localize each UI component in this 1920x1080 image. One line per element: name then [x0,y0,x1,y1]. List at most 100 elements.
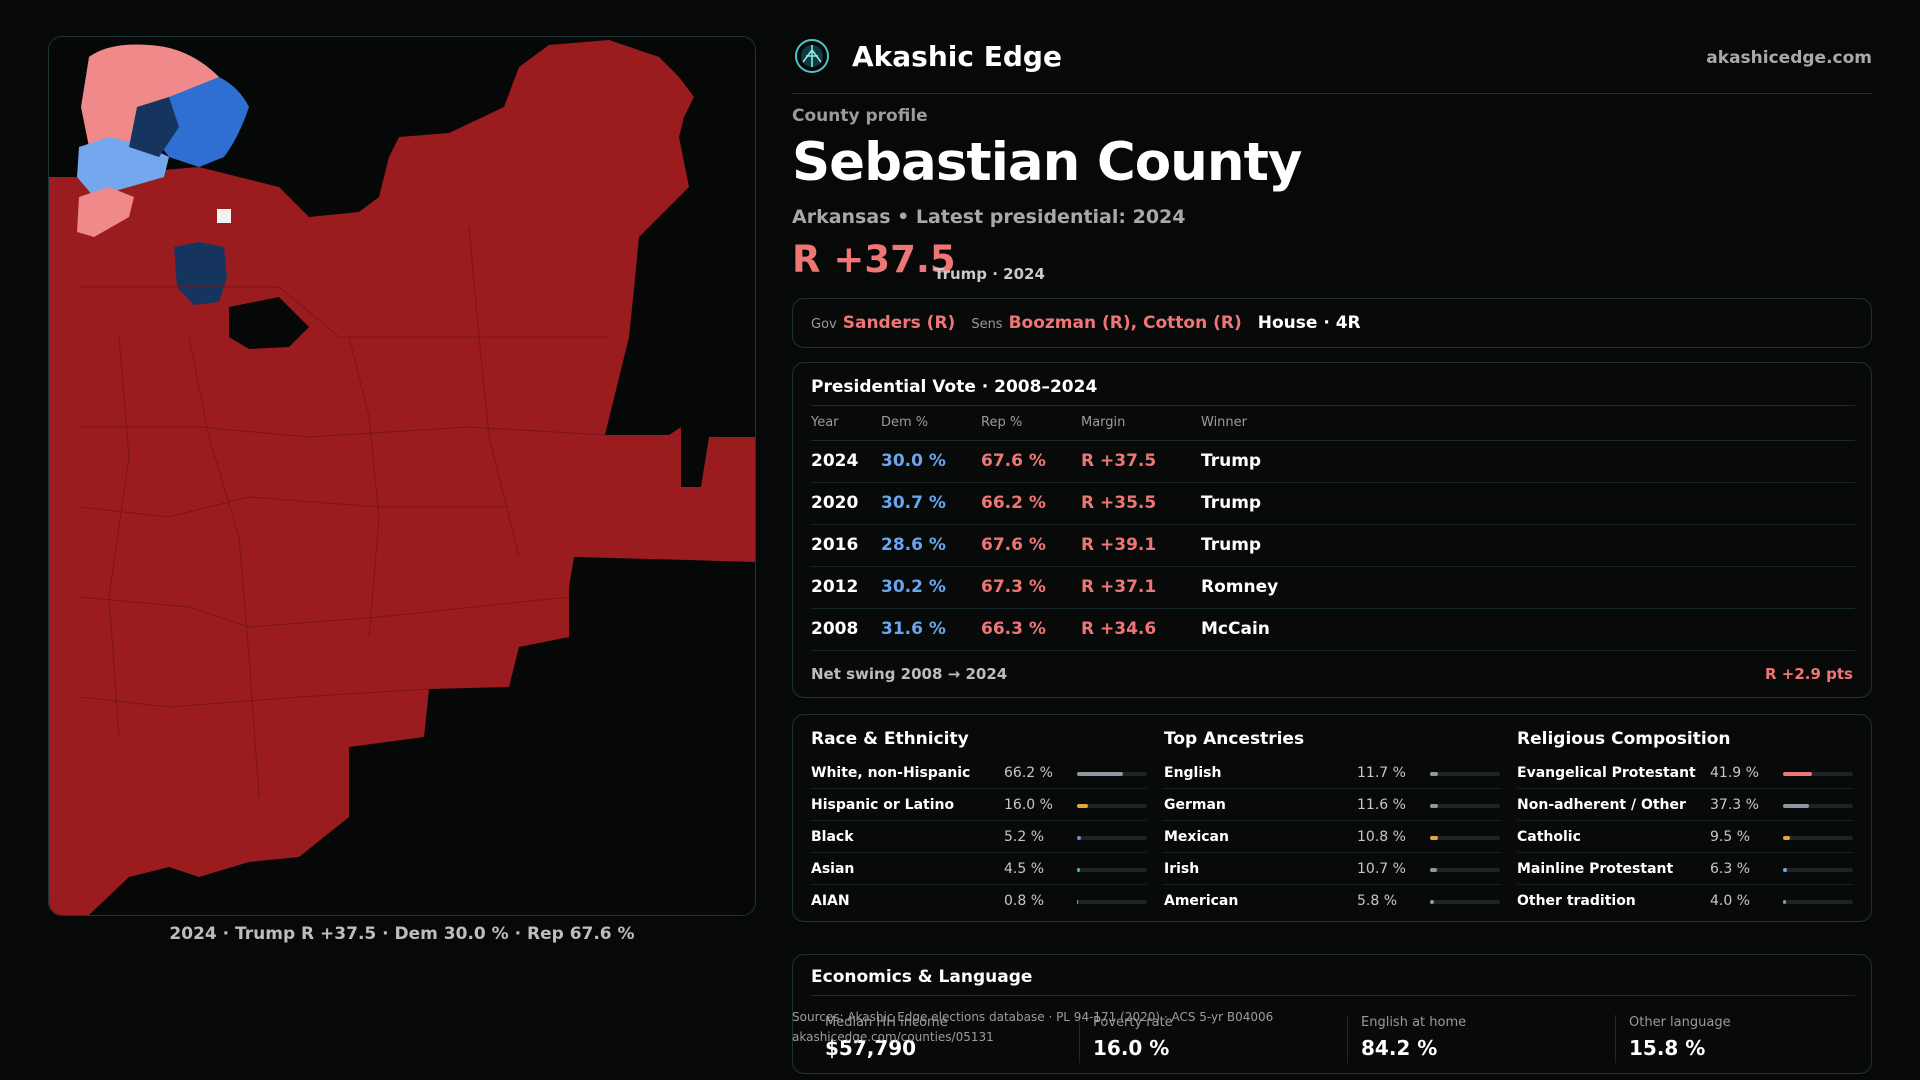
profile-panel: Akashic Edge akashicedge.com County prof… [792,0,1872,1080]
row-margin: R +35.5 [1081,493,1157,513]
stat-label: Poverty rate [1093,1015,1173,1030]
race-ethnicity-section: Race & Ethnicity White, non-Hispanic 66.2… [811,729,1147,917]
item-value: 6.3 % [1710,861,1751,877]
list-item: Catholic 9.5 % [1517,821,1853,853]
item-value: 4.5 % [1004,861,1045,877]
table-row: 2016 28.6 % 67.6 % R +39.1 Trump [811,525,1855,567]
item-name: White, non-Hispanic [811,765,971,781]
stat-label: English at home [1361,1015,1467,1030]
list-item: Evangelical Protestant 41.9 % [1517,757,1853,789]
map-region-tie[interactable] [217,209,231,223]
item-name: Irish [1164,861,1200,877]
share-bar-fill [1430,836,1438,840]
col-header-rep: Rep % [981,415,1023,430]
stat-divider [1079,1015,1080,1063]
precinct-map[interactable] [48,36,756,916]
item-value: 37.3 % [1710,797,1759,813]
item-name: English [1164,765,1222,781]
map-region-dem-strong[interactable] [129,97,179,157]
presidential-vote-title: Presidential Vote · 2008–2024 [811,377,1098,397]
table-row: 2020 30.7 % 66.2 % R +35.5 Trump [811,483,1855,525]
share-bar-fill [1783,836,1790,840]
item-name: Asian [811,861,855,877]
brand-url-link[interactable]: akashicedge.com [1706,48,1872,68]
share-bar [1783,836,1853,840]
list-item: Other tradition 4.0 % [1517,885,1853,917]
list-item: American 5.8 % [1164,885,1500,917]
share-bar [1783,772,1853,776]
map-region-rep-lean-mid[interactable] [77,187,134,237]
row-dem: 30.0 % [881,451,946,471]
net-swing-value: R +2.9 pts [1765,665,1853,683]
row-margin: R +39.1 [1081,535,1157,555]
section-title: Top Ancestries [1164,729,1305,749]
row-dem: 30.2 % [881,577,946,597]
headline-margin-note: Trump · 2024 [934,265,1045,283]
list-item: Non-adherent / Other 37.3 % [1517,789,1853,821]
map-region-dem-mid[interactable] [154,77,249,167]
demographics-card: Race & Ethnicity White, non-Hispanic 66.2… [792,714,1872,922]
section-title: Race & Ethnicity [811,729,969,749]
precinct-map-svg[interactable] [49,37,756,916]
economics-title: Economics & Language [811,967,1033,987]
stat-label: Median HH income [825,1015,948,1030]
row-dem: 31.6 % [881,619,946,639]
item-value: 5.8 % [1357,893,1398,909]
share-bar-fill [1077,772,1124,776]
sources-line: Sources: Akashic Edge elections database… [792,1010,1274,1024]
stat-label: Other language [1629,1015,1731,1030]
map-region-rep-main[interactable] [49,40,755,915]
table-row: 2008 31.6 % 66.3 % R +34.6 McCain [811,609,1855,651]
map-region-rep-lean[interactable] [81,44,219,148]
share-bar [1430,868,1500,872]
stat-divider [1347,1015,1348,1063]
row-year: 2020 [811,493,859,513]
presidential-vote-card: Presidential Vote · 2008–2024 Year Dem %… [792,362,1872,698]
item-value: 11.6 % [1357,797,1406,813]
item-name: Catholic [1517,829,1581,845]
row-year: 2016 [811,535,859,555]
item-value: 9.5 % [1710,829,1751,845]
row-rep: 66.2 % [981,493,1046,513]
stat-value: 16.0 % [1093,1036,1170,1060]
sources-footer: Sources: Akashic Edge elections database… [792,1007,1273,1047]
governor-value: Sanders (R) [842,313,956,333]
stat-value: 84.2 % [1361,1036,1438,1060]
share-bar-fill [1077,836,1081,840]
brand-header: Akashic Edge akashicedge.com [792,34,1872,94]
precinct-boundaries [78,226,609,798]
gov-label: Gov [811,317,837,332]
stat-divider [1615,1015,1616,1063]
map-region-dem-strong-south[interactable] [174,242,227,305]
stat-other-language: Other language 15.8 % [1629,1015,1731,1060]
religion-section: Religious Composition Evangelical Protes… [1517,729,1853,917]
share-bar [1783,900,1853,904]
item-name: Black [811,829,854,845]
share-bar [1430,836,1500,840]
stat-english-home: English at home 84.2 % [1361,1015,1466,1060]
row-rep: 67.6 % [981,535,1046,555]
officials-card: Gov Sanders (R) Sens Boozman (R), Cotton (R… [792,298,1872,348]
row-margin: R +37.1 [1081,577,1157,597]
item-value: 41.9 % [1710,765,1759,781]
item-name: German [1164,797,1226,813]
row-margin: R +34.6 [1081,619,1157,639]
share-bar-fill [1430,772,1439,776]
row-winner: Trump [1201,535,1262,555]
share-bar [1430,804,1500,808]
page-kicker: County profile [792,106,928,126]
list-item: Asian 4.5 % [811,853,1147,885]
share-bar-fill [1077,804,1089,808]
county-url-link[interactable]: akashicedge.com/counties/05131 [792,1030,994,1044]
share-bar [1077,836,1147,840]
item-name: Evangelical Protestant [1517,765,1696,781]
map-caption: 2024 · Trump R +37.5 · Dem 30.0 % · Rep … [169,924,635,944]
row-winner: McCain [1201,619,1270,639]
share-bar [1783,868,1853,872]
map-gap-notch [229,297,309,349]
share-bar-fill [1430,900,1435,904]
item-value: 0.8 % [1004,893,1045,909]
share-bar-fill [1783,868,1788,872]
list-item: Mexican 10.8 % [1164,821,1500,853]
row-winner: Romney [1201,577,1279,597]
